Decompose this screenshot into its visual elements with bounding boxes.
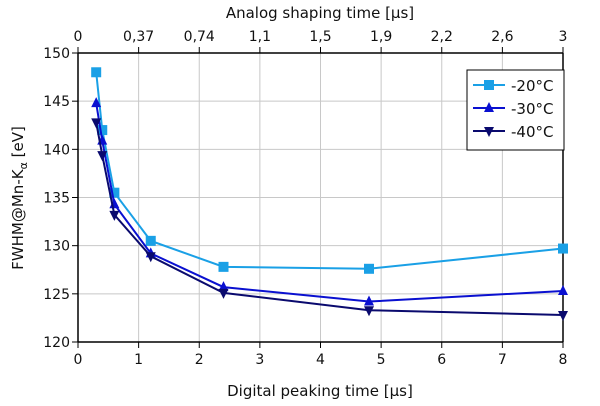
- y-tick-label: 135: [43, 191, 70, 207]
- x-axis-title: Digital peaking time [µs]: [227, 382, 413, 400]
- legend-item: -20°C: [473, 77, 553, 95]
- legend-label: -40°C: [511, 123, 553, 141]
- y-tick-label: 125: [43, 287, 70, 303]
- data-point: [91, 118, 102, 129]
- y-tick-label: 140: [43, 142, 70, 158]
- legend-box: [466, 69, 565, 151]
- y-tick-label: 145: [43, 94, 70, 110]
- legend-item: -30°C: [473, 100, 553, 118]
- y-tick-label: 150: [43, 46, 70, 62]
- data-point: [218, 261, 229, 272]
- x2-tick-label: 2,2: [431, 29, 453, 45]
- data-point: [558, 311, 568, 322]
- data-point: [91, 67, 102, 78]
- legend-marker: [484, 80, 494, 90]
- data-point: [97, 151, 108, 162]
- x-tick-label: 6: [437, 352, 446, 368]
- x2-tick-label: 2,6: [491, 29, 513, 45]
- x2-tick-label: 1,1: [249, 29, 271, 45]
- x-tick-label: 4: [316, 352, 325, 368]
- data-point: [218, 281, 229, 292]
- x2-tick-label: 3: [559, 29, 568, 45]
- legend: -20°C -30°C -40°C: [466, 69, 565, 151]
- y-axis-title-main: FWHM@Mn-K: [9, 168, 27, 270]
- series-line: [95, 122, 564, 317]
- data-point: [364, 263, 374, 274]
- data-point: [218, 288, 229, 299]
- data-point: [109, 210, 120, 221]
- x2-tick-label: 1,9: [370, 29, 392, 45]
- y-axis-title-tail: [eV]: [9, 126, 27, 162]
- x-tick-label: 0: [74, 352, 83, 368]
- legend-marker: [484, 102, 494, 112]
- data-point: [364, 306, 374, 317]
- x2-tick-label: 0,74: [184, 29, 215, 45]
- x-tick-label: 7: [498, 352, 507, 368]
- y-tick-label: 130: [43, 239, 70, 255]
- x2-tick-label: 0: [74, 29, 83, 45]
- x2-axis-title: Analog shaping time [µs]: [226, 4, 414, 22]
- grid: [78, 53, 563, 342]
- x2-tick-label: 1,5: [309, 29, 331, 45]
- ticks: 0 1 2 3 4 5 6 7 8 0 0,37 0,74 1,1 1,5 1,9 2,2 2,6 3 120 125…: [43, 29, 567, 368]
- series-0: [91, 67, 568, 274]
- x-tick-label: 1: [134, 352, 143, 368]
- legend-marker: [484, 127, 494, 137]
- data-point: [558, 243, 568, 254]
- data-point: [97, 125, 108, 136]
- series-group: [91, 67, 568, 322]
- x-tick-label: 5: [377, 352, 386, 368]
- legend-label: -20°C: [511, 77, 553, 95]
- y-tick-label: 120: [43, 335, 70, 351]
- data-point: [145, 235, 156, 246]
- data-point: [145, 252, 156, 263]
- x-tick-label: 3: [255, 352, 264, 368]
- data-point: [364, 295, 374, 306]
- legend-label: -30°C: [511, 100, 553, 118]
- y-axis-title-sub: α: [17, 162, 30, 169]
- series-2: [91, 118, 568, 322]
- data-point: [558, 284, 568, 295]
- data-point: [91, 97, 102, 108]
- y-axis-title: FWHM@Mn-Kα [eV]: [9, 126, 30, 270]
- x2-tick-label: 0,37: [123, 29, 154, 45]
- x-tick-label: 8: [559, 352, 568, 368]
- x-tick-label: 2: [195, 352, 204, 368]
- legend-item: -40°C: [473, 123, 553, 141]
- data-point: [109, 187, 120, 198]
